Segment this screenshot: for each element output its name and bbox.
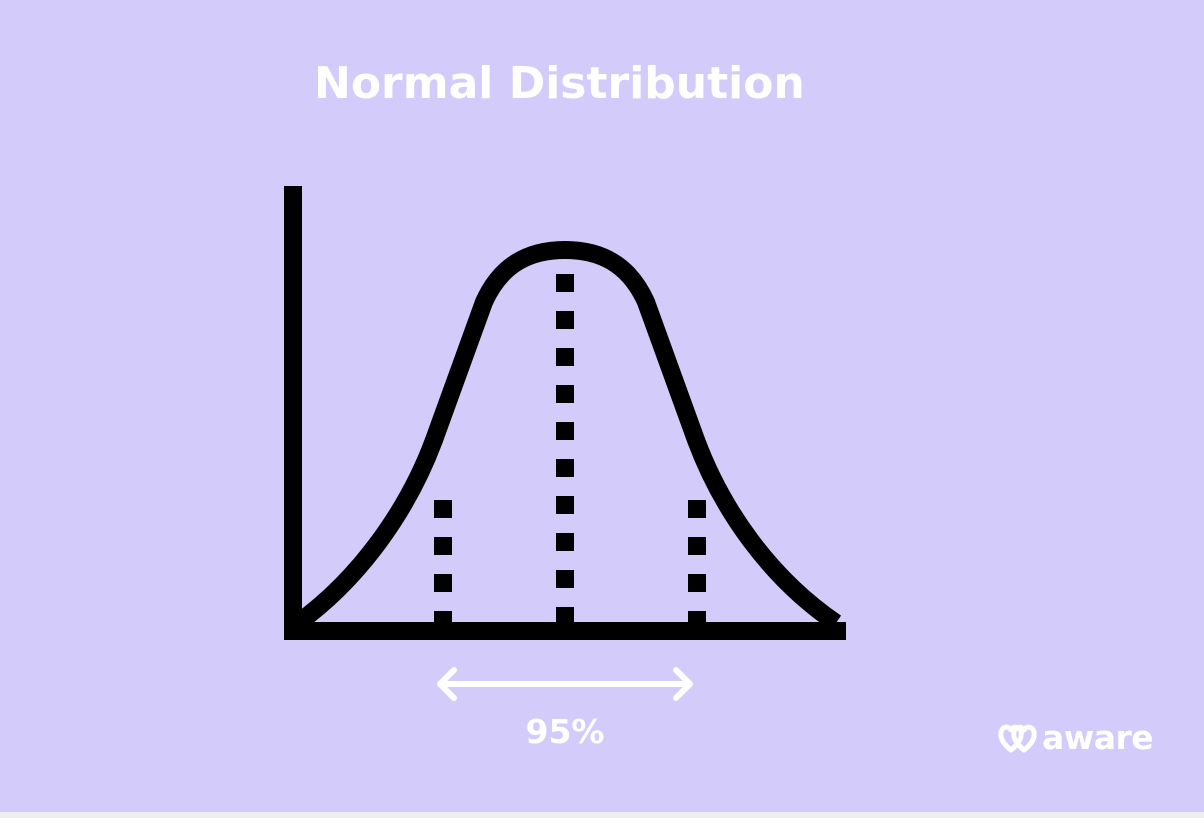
brand-logo: aware	[998, 714, 1154, 762]
double-heart-logo-icon	[998, 724, 1037, 753]
brand-name: aware	[1042, 718, 1154, 757]
page-title: Normal Distribution	[314, 58, 805, 109]
bell-curve	[292, 241, 842, 631]
range-percentage-label: 95%	[525, 712, 605, 751]
double-headed-arrow	[437, 667, 693, 701]
